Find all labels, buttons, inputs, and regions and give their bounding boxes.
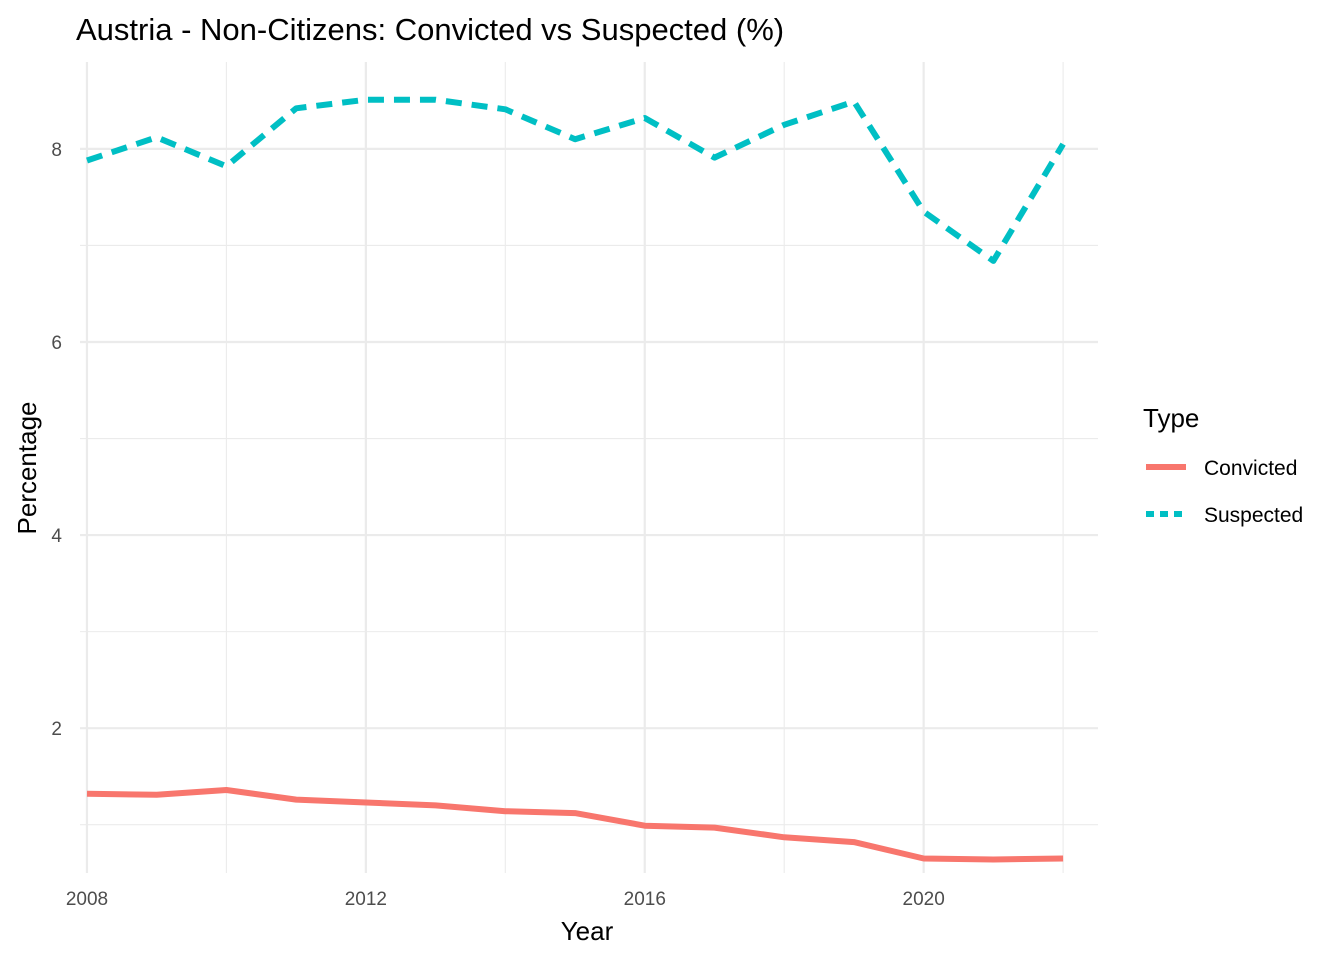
x-tick-label: 2012	[345, 889, 387, 910]
legend-label-suspected: Suspected	[1204, 504, 1303, 527]
x-axis-title: Year	[561, 916, 614, 946]
legend-label-convicted: Convicted	[1204, 457, 1297, 480]
y-axis-ticks: 2 4 6 8	[51, 140, 62, 740]
series-line-suspected	[86, 96, 1066, 264]
x-tick-label: 2020	[903, 889, 945, 910]
y-tick-label: 2	[51, 719, 62, 740]
y-axis-title: Percentage	[12, 402, 42, 535]
x-tick-label: 2008	[66, 889, 108, 910]
y-tick-label: 4	[51, 526, 62, 547]
y-tick-label: 6	[51, 333, 62, 354]
legend: Type Convicted Suspected	[1143, 403, 1303, 527]
series-line-convicted	[86, 787, 1064, 863]
grid	[80, 62, 1098, 873]
series-lines	[86, 96, 1066, 863]
legend-title: Type	[1143, 403, 1199, 433]
y-tick-label: 8	[51, 140, 62, 161]
x-axis-ticks: 2008 2012 2016 2020	[66, 889, 945, 910]
chart-title: Austria - Non-Citizens: Convicted vs Sus…	[76, 12, 784, 47]
x-tick-label: 2016	[624, 889, 666, 910]
